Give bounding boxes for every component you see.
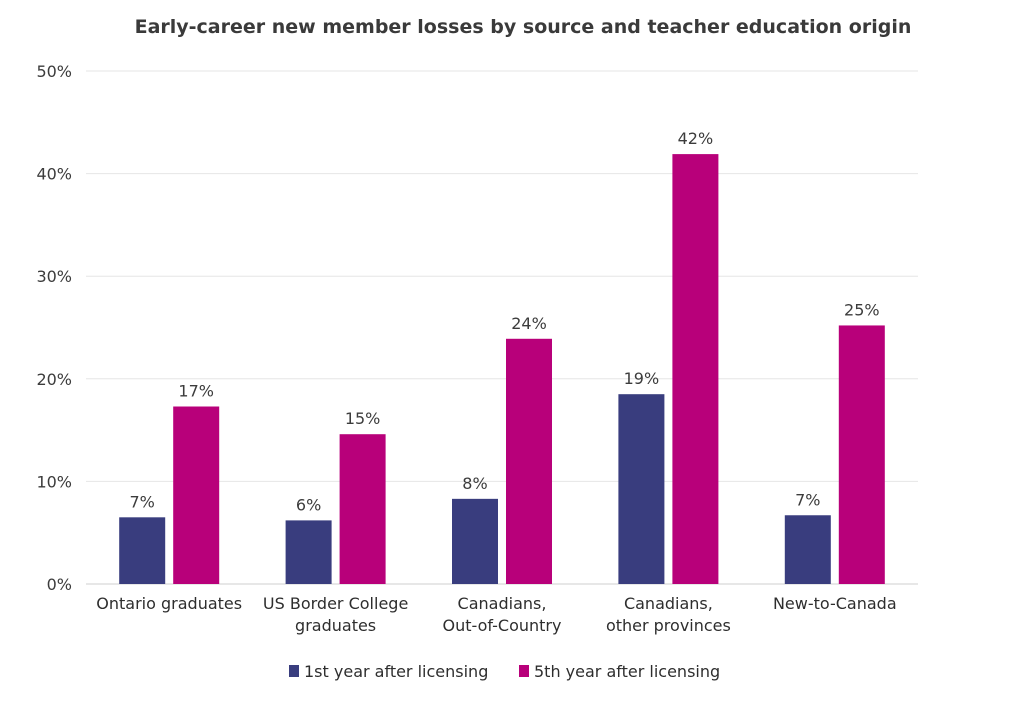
data-label: 42%: [678, 129, 714, 148]
y-tick-label: 30%: [36, 267, 72, 286]
legend: 1st year after licensing 5th year after l…: [289, 662, 720, 681]
bars: [119, 154, 885, 584]
y-tick-label: 0%: [47, 575, 72, 594]
y-tick-label: 40%: [36, 165, 72, 184]
data-label: 24%: [511, 314, 547, 333]
x-category-label-line: Ontario graduates: [96, 594, 242, 613]
bar-fifth-year: [838, 325, 885, 584]
y-tick-label: 10%: [36, 472, 72, 491]
y-tick-label: 20%: [36, 370, 72, 389]
data-label: 7%: [795, 490, 820, 509]
bar-fifth-year: [672, 154, 719, 584]
x-category-label-line: other provinces: [606, 616, 731, 635]
bar-first-year: [119, 517, 166, 584]
bar-first-year: [784, 515, 831, 584]
legend-swatch: [519, 665, 529, 677]
legend-swatch: [289, 665, 299, 677]
data-label: 8%: [462, 474, 487, 493]
bar-first-year: [285, 520, 332, 584]
data-label: 15%: [345, 409, 381, 428]
data-label: 7%: [130, 492, 155, 511]
y-tick-label: 50%: [36, 62, 72, 81]
chart-title: Early-career new member losses by source…: [135, 16, 912, 38]
bar-fifth-year: [173, 406, 220, 584]
x-category-label-line: Out-of-Country: [443, 616, 562, 635]
x-axis-categories: Ontario graduates US Border College gradua…: [96, 594, 896, 635]
bar-first-year: [452, 498, 498, 584]
data-label: 19%: [624, 369, 660, 388]
bar-fifth-year: [339, 434, 386, 584]
x-category-label-line: New-to-Canada: [773, 594, 897, 613]
x-category-label: New-to-Canada: [773, 594, 897, 613]
data-label: 17%: [178, 382, 214, 401]
data-labels: 7% 17% 6% 15% 8% 24% 19% 42% 7% 25%: [130, 129, 880, 514]
x-category-label-line: US Border College: [263, 594, 408, 613]
legend-label: 5th year after licensing: [534, 662, 720, 681]
data-label: 25%: [844, 300, 880, 319]
bar-first-year: [618, 394, 665, 584]
x-category-label-line: graduates: [295, 616, 376, 635]
x-category-label: Canadians, other provinces: [606, 594, 731, 635]
gridlines: [86, 70, 918, 585]
x-category-label: Canadians, Out-of-Country: [443, 594, 562, 635]
x-category-label-line: Canadians,: [624, 594, 713, 613]
y-axis-ticks: 0% 10% 20% 30% 40% 50%: [36, 62, 72, 594]
x-category-label: Ontario graduates: [96, 594, 242, 613]
data-label: 6%: [296, 495, 321, 514]
legend-label: 1st year after licensing: [304, 662, 488, 681]
bar-fifth-year: [506, 338, 552, 584]
x-category-label: US Border College graduates: [263, 594, 408, 635]
x-category-label-line: Canadians,: [458, 594, 547, 613]
